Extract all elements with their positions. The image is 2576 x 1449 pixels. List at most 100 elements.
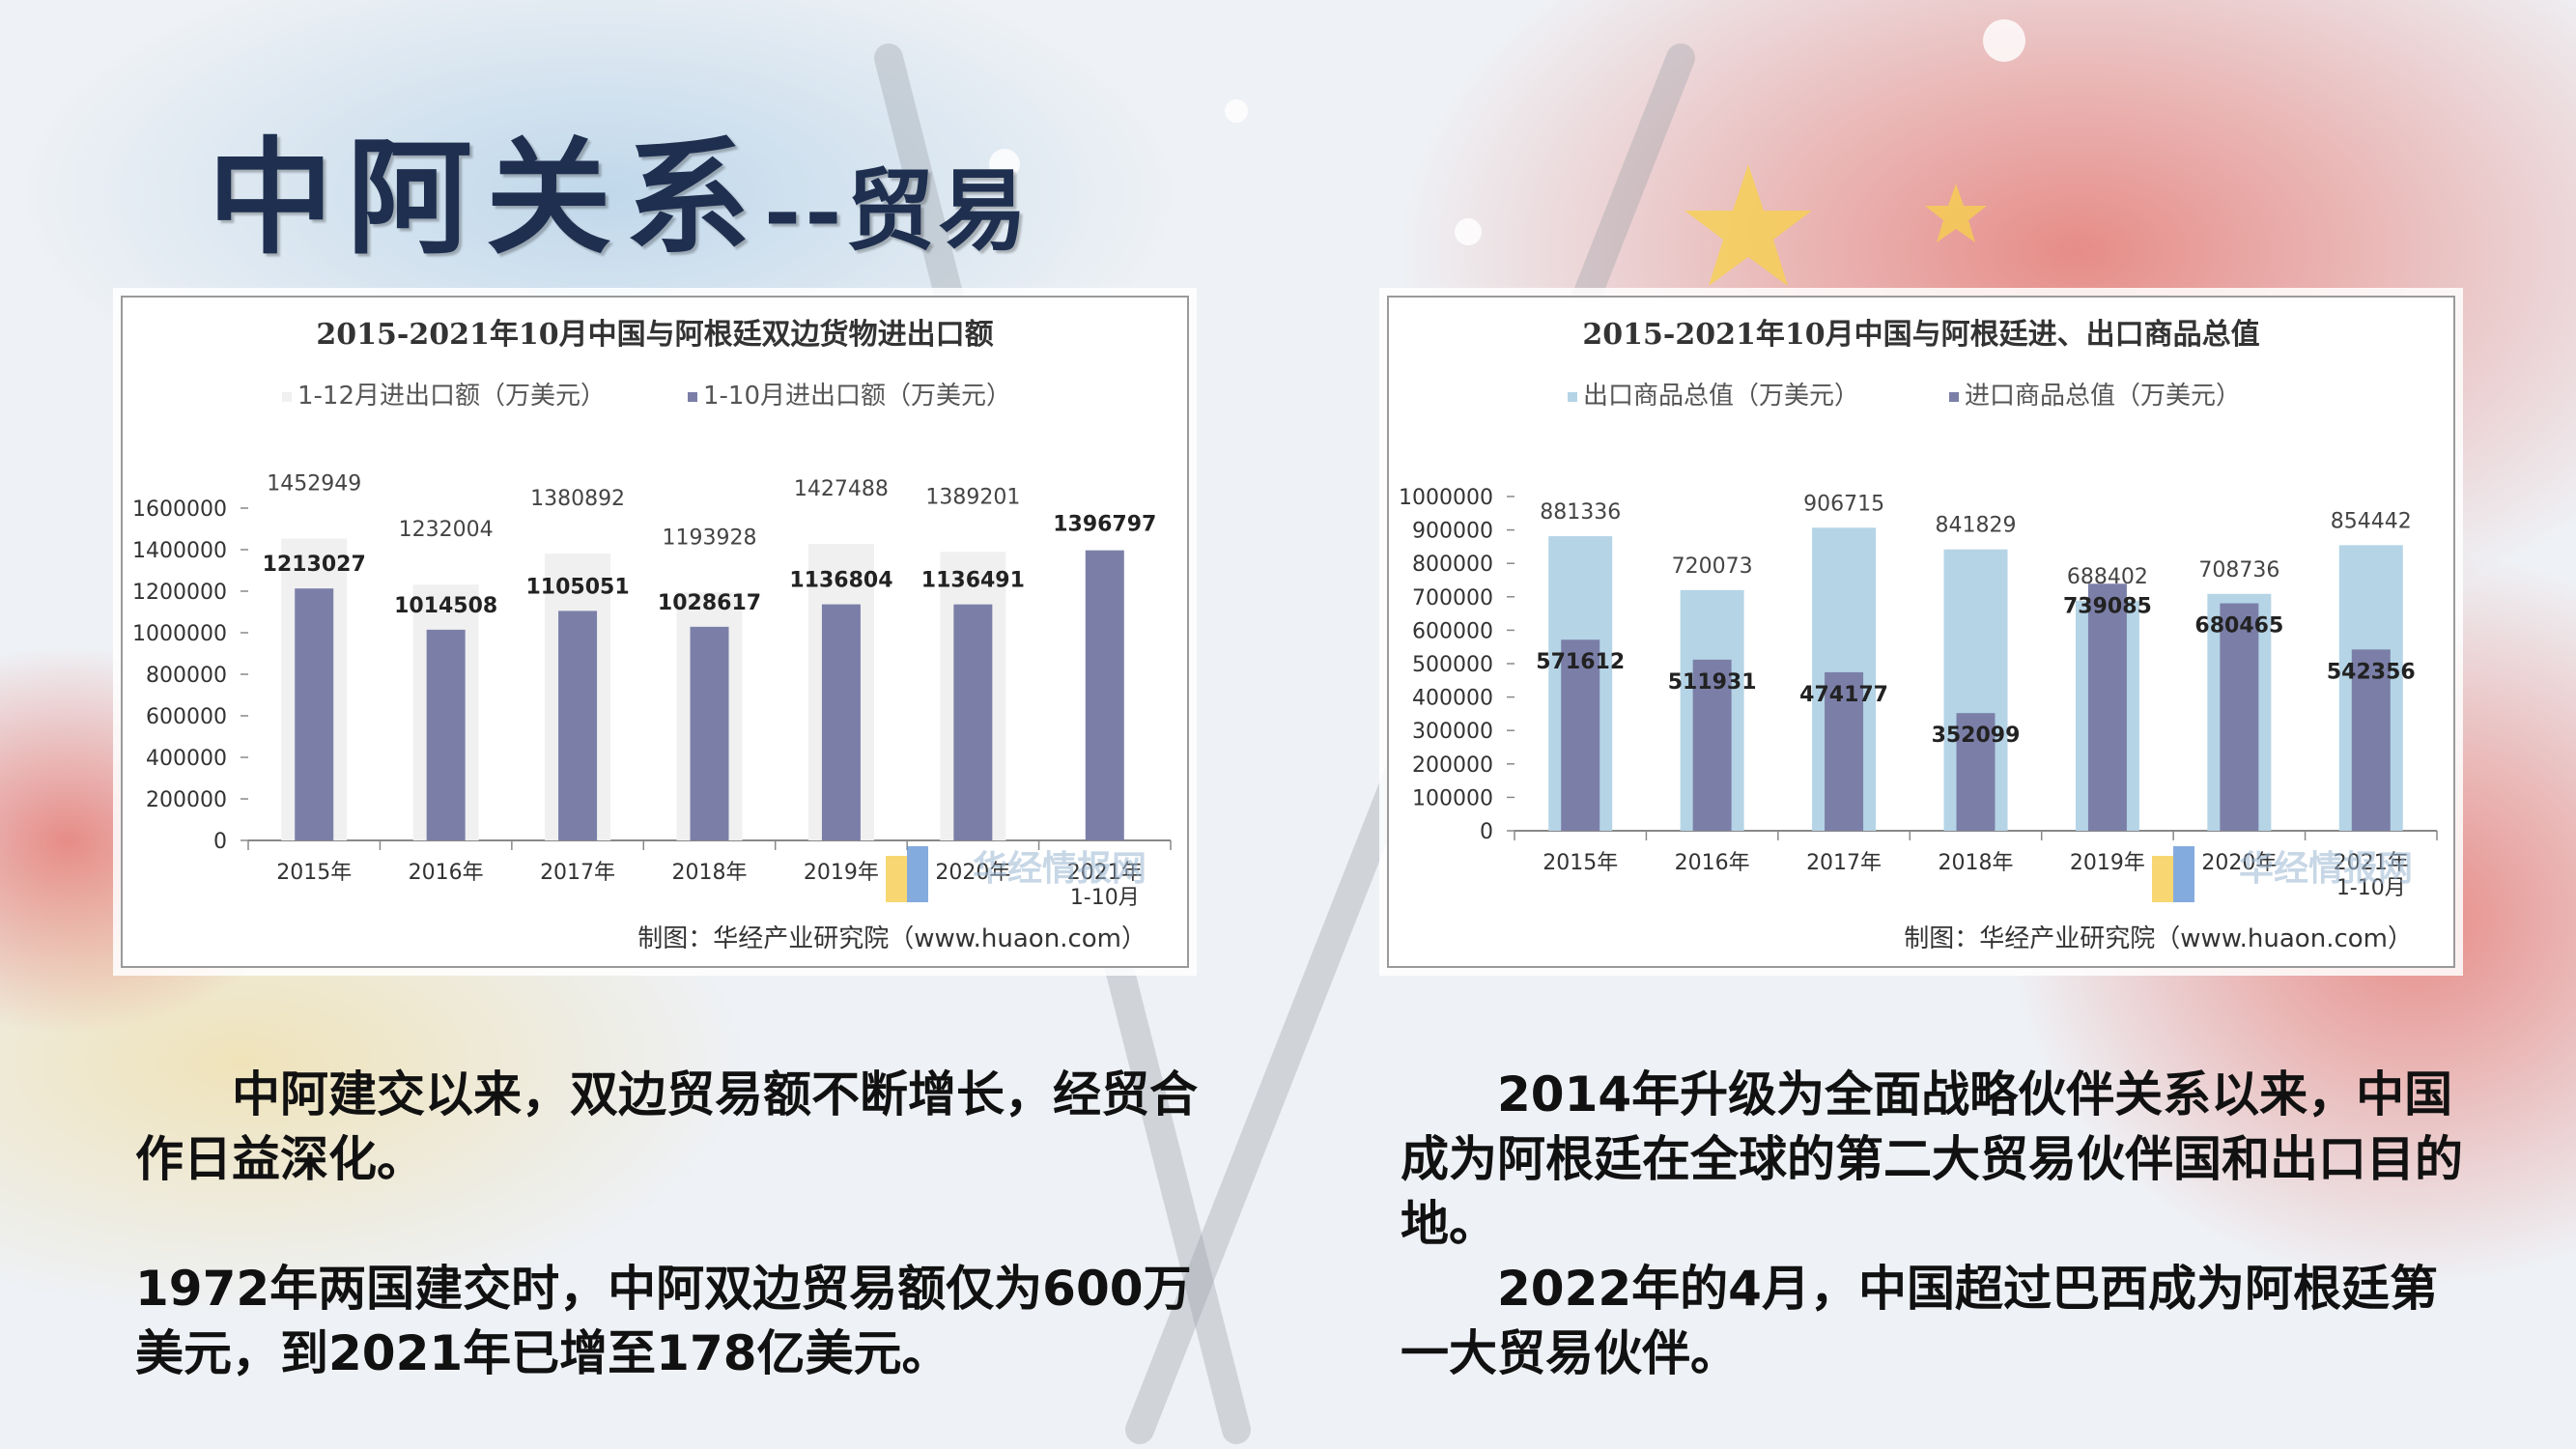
x-tick-label: 2019年 (804, 861, 879, 885)
x-tick-label: 2018年 (1939, 851, 2014, 875)
watermark-logo (2152, 856, 2173, 902)
legend-swatch (1949, 392, 1959, 402)
data-label: 1136491 (921, 569, 1025, 593)
data-label: 1028617 (658, 591, 761, 615)
watermark-logo (886, 856, 907, 902)
data-label: 1105051 (525, 575, 629, 599)
y-tick-label: 1600000 (132, 497, 227, 522)
data-label: 474177 (1799, 683, 1888, 707)
data-label: 1427488 (794, 477, 889, 501)
chart-title: 2015-2021年10月中国与阿根廷双边货物进出口额 (316, 318, 993, 352)
legend-swatch (1568, 392, 1577, 402)
watermark: 华经情报网 (2239, 849, 2413, 889)
data-label: 680465 (2194, 614, 2283, 639)
data-label: 1232004 (399, 518, 494, 542)
data-label: 881336 (1540, 500, 1621, 525)
legend-swatch (282, 392, 292, 402)
x-tick-label: 2020年 (2201, 851, 2277, 875)
star-icon (1684, 164, 1812, 286)
x-tick-label: 2016年 (409, 861, 484, 885)
y-tick-label: 1200000 (132, 581, 227, 605)
x-tick-label: 1-10月 (1070, 886, 1140, 910)
bar-import (1825, 671, 1864, 831)
y-tick-label: 100000 (1412, 786, 1493, 810)
data-label: 688402 (2067, 565, 2148, 589)
x-tick-label: 2021年 (2334, 851, 2409, 875)
y-tick-label: 400000 (146, 747, 227, 771)
bar-import (1956, 713, 1996, 831)
data-label: 542356 (2327, 660, 2416, 684)
bar-jan-oct (690, 626, 729, 840)
watermark-logo (907, 846, 928, 902)
left-text-block: 中阿建交以来，双边贸易额不断增长，经贸合作日益深化。 1972年两国建交时，中阿… (135, 1063, 1207, 1386)
bar-import (2087, 583, 2127, 831)
x-tick-label: 2021年 (1067, 861, 1143, 885)
data-label: 906715 (1803, 492, 1884, 516)
chart-source: 制图：华经产业研究院（www.huaon.com） (637, 924, 1146, 953)
x-tick-label: 2015年 (276, 861, 352, 885)
y-tick-label: 800000 (1412, 553, 1493, 577)
data-label: 1014508 (394, 594, 497, 618)
y-tick-label: 1000000 (1399, 486, 1493, 510)
chart-panel-import-export: 2015-2021年10月中国与阿根廷进、出口商品总值出口商品总值（万美元） 进口… (1387, 296, 2455, 968)
legend-entry: 1-10月进出口额（万美元） (703, 382, 1011, 411)
right-text-block: 2014年升级为全面战略伙伴关系以来，中国成为阿根廷在全球的第二大贸易伙伴国和出… (1401, 1063, 2473, 1386)
data-label: 1193928 (663, 526, 757, 550)
data-label: 1396797 (1053, 513, 1156, 537)
y-tick-label: 300000 (1412, 720, 1493, 744)
data-label: 1136804 (789, 569, 892, 593)
bar-jan-oct (426, 629, 466, 840)
y-tick-label: 0 (1480, 820, 1493, 844)
legend-entry: 1-12月进出口额（万美元） (297, 382, 606, 411)
y-tick-label: 0 (213, 830, 227, 854)
bar-jan-oct (821, 604, 861, 840)
bar-jan-oct (558, 611, 598, 840)
watermark-logo (2173, 846, 2194, 902)
x-tick-label: 2015年 (1543, 851, 1618, 875)
y-tick-label: 400000 (1412, 687, 1493, 711)
legend-entry: 进口商品总值（万美元） (1965, 382, 2241, 411)
y-tick-label: 600000 (1412, 619, 1493, 643)
left-paragraph-1: 中阿建交以来，双边贸易额不断增长，经贸合作日益深化。 (135, 1066, 1198, 1187)
y-tick-label: 900000 (1412, 520, 1493, 544)
bar-jan-oct (295, 588, 334, 840)
x-tick-label: 2017年 (1806, 851, 1882, 875)
y-tick-label: 200000 (146, 788, 227, 812)
bar-import (1692, 659, 1732, 831)
y-tick-label: 800000 (146, 664, 227, 688)
bar-import (2220, 603, 2259, 831)
data-label: 739085 (2063, 594, 2152, 618)
data-label: 511931 (1668, 670, 1757, 695)
bar-jan-oct (953, 604, 993, 840)
y-tick-label: 700000 (1412, 586, 1493, 611)
title-main: 中阿关系 (208, 124, 765, 271)
data-label: 1389201 (925, 485, 1020, 509)
chart-panel-trade-volume: 2015-2021年10月中国与阿根廷双边货物进出口额 1-12月进出口额（万美元… (121, 296, 1189, 968)
bar-jan-oct (1085, 550, 1124, 840)
y-tick-label: 200000 (1412, 753, 1493, 778)
data-label: 1380892 (530, 487, 625, 511)
chart-trade-volume: 2015-2021年10月中国与阿根廷双边货物进出口额 1-12月进出口额（万美元… (132, 318, 1172, 953)
chart-title: 2015-2021年10月中国与阿根廷进、出口商品总值 (1582, 318, 2259, 352)
title-sub: --贸易 (764, 158, 1032, 263)
data-label: 720073 (1672, 554, 1753, 579)
y-tick-label: 1400000 (132, 539, 227, 563)
x-tick-label: 2020年 (935, 861, 1010, 885)
bar-import (2351, 649, 2391, 831)
data-label: 1452949 (267, 472, 361, 497)
x-tick-label: 2016年 (1675, 851, 1750, 875)
data-label: 571612 (1536, 650, 1625, 674)
star-icon (1925, 184, 1987, 242)
x-tick-label: 2019年 (2070, 851, 2145, 875)
y-tick-label: 500000 (1412, 653, 1493, 677)
legend-entry: 出口商品总值（万美元） (1583, 382, 1859, 411)
data-label: 708736 (2198, 558, 2279, 582)
data-label: 352099 (1932, 724, 2021, 748)
x-tick-label: 2017年 (540, 861, 615, 885)
data-label: 841829 (1936, 514, 2017, 538)
legend-swatch (688, 392, 697, 402)
watermark: 华经情报网 (973, 849, 1146, 889)
chart-source: 制图：华经产业研究院（www.huaon.com） (1904, 924, 2413, 953)
y-tick-label: 1000000 (132, 622, 227, 646)
